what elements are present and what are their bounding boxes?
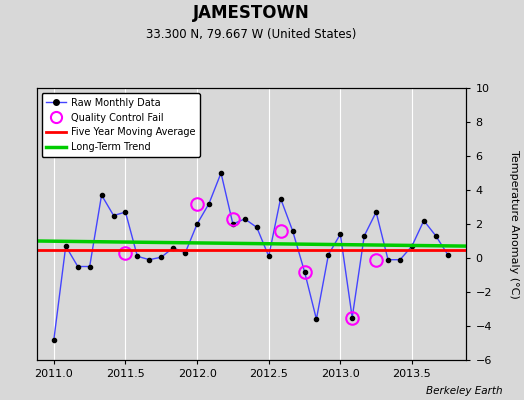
Text: Berkeley Earth: Berkeley Earth — [427, 386, 503, 396]
Legend: Raw Monthly Data, Quality Control Fail, Five Year Moving Average, Long-Term Tren: Raw Monthly Data, Quality Control Fail, … — [41, 93, 200, 157]
Y-axis label: Temperature Anomaly (°C): Temperature Anomaly (°C) — [509, 150, 519, 298]
Text: JAMESTOWN: JAMESTOWN — [193, 4, 310, 22]
Text: 33.300 N, 79.667 W (United States): 33.300 N, 79.667 W (United States) — [146, 28, 357, 41]
